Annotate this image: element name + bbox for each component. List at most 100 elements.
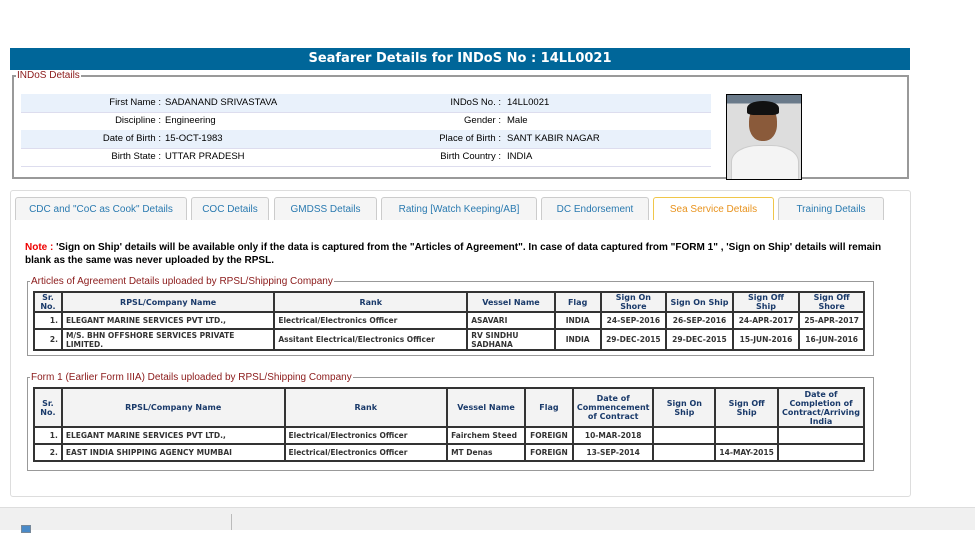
field-label: Birth Country : — [440, 151, 501, 162]
form1-section: Form 1 (Earlier Form IIIA) Details uploa… — [27, 372, 874, 471]
table-cell: FOREIGN — [524, 444, 573, 461]
column-header: Sr. No. — [34, 388, 62, 427]
table-cell: 1. — [34, 427, 62, 444]
table-cell: 2. — [34, 444, 62, 461]
indos-details-section: INDoS Details First Name : SADANAND SRIVA… — [12, 70, 909, 180]
field-value: Engineering — [165, 115, 216, 126]
note: Note : 'Sign on Ship' details will be av… — [25, 241, 895, 267]
note-text: 'Sign on Ship' details will be available… — [25, 242, 882, 266]
table-cell: ELEGANT MARINE SERVICES PVT LTD., — [61, 427, 285, 444]
field-value: UTTAR PRADESH — [165, 151, 245, 162]
field-label: Discipline : — [115, 115, 161, 126]
column-header: Sr. No. — [34, 292, 62, 312]
column-header: Rank — [284, 388, 448, 427]
table-cell: 29-DEC-2015 — [666, 329, 733, 350]
column-header: Sign On Shore — [600, 292, 667, 312]
field-value: Male — [507, 115, 528, 126]
table-cell — [778, 444, 864, 461]
table-cell: Assitant Electrical/Electronics Officer — [274, 329, 468, 350]
table-cell: M/S. BHN OFFSHORE SERVICES PRIVATE LIMIT… — [61, 329, 275, 350]
indos-row: Discipline : Engineering Gender : Male — [21, 112, 711, 131]
articles-table: Sr. No. RPSL/Company Name Rank Vessel Name F… — [33, 291, 865, 351]
column-header: RPSL/Company Name — [61, 292, 275, 312]
note-label: Note : — [25, 242, 54, 253]
table-cell: INDIA — [554, 312, 601, 329]
field-label: First Name : — [109, 97, 161, 108]
field-label: INDoS No. : — [450, 97, 501, 108]
field-label: Birth State : — [111, 151, 161, 162]
table-cell: 13-SEP-2014 — [572, 444, 654, 461]
column-header: Flag — [524, 388, 573, 427]
field-label: Gender : — [464, 115, 501, 126]
header-row: Sr. No. RPSL/Company Name Rank Vessel Name F… — [34, 292, 864, 312]
table-cell: 14-MAY-2015 — [715, 444, 778, 461]
table-cell — [715, 427, 778, 444]
articles-section: Articles of Agreement Details uploaded b… — [27, 276, 874, 356]
tab-rating-watch-keeping-ab[interactable]: Rating [Watch Keeping/AB] — [381, 197, 537, 220]
table-cell: 24-APR-2017 — [732, 312, 800, 329]
seafarer-photo — [726, 94, 802, 180]
column-header: Sign Off Ship — [732, 292, 800, 312]
column-header: Flag — [554, 292, 601, 312]
indos-legend: INDoS Details — [17, 70, 80, 81]
column-header: Sign On Ship — [666, 292, 733, 312]
field-value: INDIA — [507, 151, 533, 162]
form1-table: Sr. No. RPSL/Company Name Rank Vessel Name F… — [33, 387, 865, 462]
column-header: Date of Commencement of Contract — [572, 388, 654, 427]
field-value: SADANAND SRIVASTAVA — [165, 97, 278, 108]
table-cell — [778, 427, 864, 444]
tab-dc-endorsement[interactable]: DC Endorsement — [541, 197, 649, 220]
column-header: Sign On Ship — [653, 388, 716, 427]
table-cell: RV SINDHU SADHANA — [467, 329, 555, 350]
table-cell: Electrical/Electronics Officer — [284, 427, 448, 444]
table-cell: Electrical/Electronics Officer — [274, 312, 468, 329]
table-cell: 24-SEP-2016 — [600, 312, 667, 329]
table-row: 1. ELEGANT MARINE SERVICES PVT LTD., Elect… — [34, 312, 864, 329]
table-cell: EAST INDIA SHIPPING AGENCY MUMBAI — [61, 444, 285, 461]
field-value: SANT KABIR NAGAR — [507, 133, 600, 144]
page-title: Seafarer Details for INDoS No : 14LL0021 — [10, 48, 910, 70]
table-row: 1. ELEGANT MARINE SERVICES PVT LTD., Elect… — [34, 427, 864, 444]
tab-gmdss-details[interactable]: GMDSS Details — [274, 197, 377, 220]
table-cell: 15-JUN-2016 — [732, 329, 800, 350]
table-cell: FOREIGN — [524, 427, 573, 444]
tab-sea-service-details[interactable]: Sea Service Details — [653, 197, 774, 220]
column-header: Rank — [274, 292, 468, 312]
table-cell: INDIA — [554, 329, 601, 350]
table-cell: 2. — [34, 329, 62, 350]
table-cell: 25-APR-2017 — [799, 312, 864, 329]
table-cell: 29-DEC-2015 — [600, 329, 667, 350]
table-row: 2. M/S. BHN OFFSHORE SERVICES PRIVATE LIM… — [34, 329, 864, 350]
column-header: Vessel Name — [447, 388, 525, 427]
header-row: Sr. No. RPSL/Company Name Rank Vessel Name F… — [34, 388, 864, 427]
field-label: Place of Birth : — [439, 133, 501, 144]
table-cell: 10-MAR-2018 — [572, 427, 654, 444]
table-cell: Fairchem Steed — [447, 427, 525, 444]
column-header: Sign Off Ship — [715, 388, 778, 427]
tab-coc-details[interactable]: COC Details — [191, 197, 269, 220]
status-bar — [0, 507, 975, 533]
tab-cdc-and-coc-as-cook-details[interactable]: CDC and "CoC as Cook" Details — [15, 197, 187, 220]
table-cell: MT Denas — [447, 444, 525, 461]
indos-row: Birth State : UTTAR PRADESH Birth Country … — [21, 148, 711, 167]
indos-row: First Name : SADANAND SRIVASTAVA INDoS No.… — [21, 94, 711, 113]
tab-panel: CDC and "CoC as Cook" Details COC Details… — [10, 190, 911, 497]
column-header: RPSL/Company Name — [61, 388, 285, 427]
table-cell: 16-JUN-2016 — [799, 329, 864, 350]
table-cell: 1. — [34, 312, 62, 329]
tab-training-details[interactable]: Training Details — [778, 197, 884, 220]
field-label: Date of Birth : — [102, 133, 161, 144]
table-cell — [653, 444, 716, 461]
table-cell: ASAVARI — [467, 312, 555, 329]
indos-row: Date of Birth : 15-OCT-1983 Place of Birth… — [21, 130, 711, 149]
table-cell: Electrical/Electronics Officer — [284, 444, 448, 461]
column-header: Date of Completion of Contract/Arriving … — [778, 388, 864, 427]
field-value: 15-OCT-1983 — [165, 133, 223, 144]
table-cell: ELEGANT MARINE SERVICES PVT LTD., — [61, 312, 275, 329]
form1-legend: Form 1 (Earlier Form IIIA) Details uploa… — [31, 372, 352, 383]
table-cell: 26-SEP-2016 — [666, 312, 733, 329]
column-header: Sign Off Shore — [799, 292, 864, 312]
table-row: 2. EAST INDIA SHIPPING AGENCY MUMBAI Elect… — [34, 444, 864, 461]
page-icon — [21, 525, 31, 533]
table-cell — [653, 427, 716, 444]
